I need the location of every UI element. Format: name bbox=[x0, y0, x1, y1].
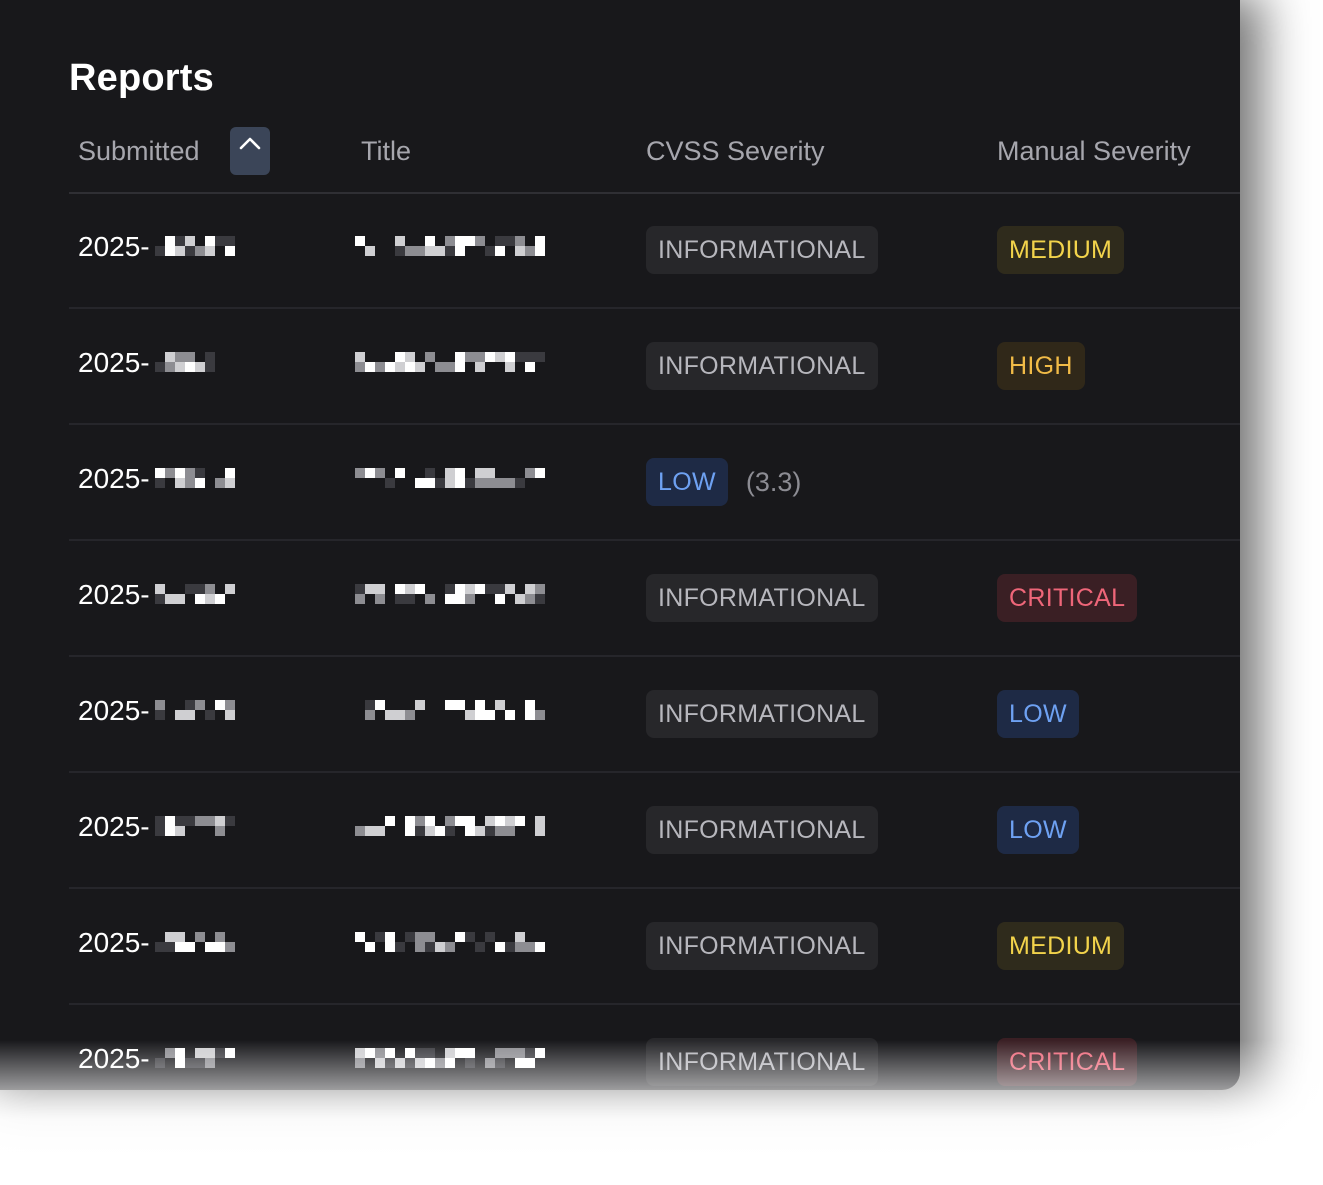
cvss-score: (3.3) bbox=[745, 466, 802, 497]
submitted-date: 2025- bbox=[78, 927, 150, 958]
cvss-severity-cell: INFORMATIONAL bbox=[646, 806, 878, 854]
cvss-severity-cell: INFORMATIONAL bbox=[646, 574, 878, 622]
cvss-severity-badge: INFORMATIONAL bbox=[646, 806, 878, 854]
manual-severity-badge: CRITICAL bbox=[997, 574, 1138, 622]
submitted-date: 2025- bbox=[78, 811, 150, 842]
cvss-severity-badge: INFORMATIONAL bbox=[646, 342, 878, 390]
table-row[interactable]: 2025- INFORMATIONAL LOW bbox=[69, 773, 1240, 889]
cvss-severity-cell: INFORMATIONAL bbox=[646, 1038, 878, 1086]
page-title: Reports bbox=[69, 57, 214, 99]
cvss-severity-badge: INFORMATIONAL bbox=[646, 226, 878, 274]
manual-severity-badge: LOW bbox=[997, 690, 1079, 738]
table-row[interactable]: 2025- INFORMATIONAL LOW bbox=[69, 657, 1240, 773]
manual-severity-badge: HIGH bbox=[997, 342, 1085, 390]
table-row[interactable]: 2025- INFORMATIONAL MEDIUM bbox=[69, 193, 1240, 309]
manual-severity-cell: LOW bbox=[997, 690, 1079, 738]
redacted-date-mosaic bbox=[155, 233, 259, 257]
sort-ascending-button[interactable] bbox=[230, 127, 270, 175]
submitted-date: 2025- bbox=[78, 579, 150, 610]
redacted-date-mosaic bbox=[155, 465, 259, 489]
submitted-date: 2025- bbox=[78, 347, 150, 378]
submitted-date: 2025- bbox=[78, 695, 150, 726]
redacted-date-mosaic bbox=[155, 1045, 259, 1069]
manual-severity-cell: CRITICAL bbox=[997, 1038, 1138, 1086]
manual-severity-badge: CRITICAL bbox=[997, 1038, 1138, 1086]
manual-severity-badge: MEDIUM bbox=[997, 226, 1125, 274]
reports-table-body: 2025- INFORMATIONAL MEDIUM 2025- INFORMATION… bbox=[69, 193, 1240, 1090]
redacted-title-mosaic[interactable] bbox=[355, 233, 555, 257]
cvss-severity-cell: INFORMATIONAL bbox=[646, 342, 878, 390]
table-row[interactable]: 2025- INFORMATIONAL MEDIUM bbox=[69, 889, 1240, 1005]
table-row[interactable]: 2025- INFORMATIONAL CRITICAL bbox=[69, 1005, 1240, 1090]
cvss-severity-cell: INFORMATIONAL bbox=[646, 226, 878, 274]
column-header-submitted[interactable]: Submitted bbox=[78, 136, 200, 166]
table-row[interactable]: 2025- INFORMATIONAL HIGH bbox=[69, 309, 1240, 425]
column-header-title[interactable]: Title bbox=[361, 136, 412, 166]
cvss-severity-cell: LOW (3.3) bbox=[646, 458, 801, 506]
cvss-severity-cell: INFORMATIONAL bbox=[646, 690, 878, 738]
manual-severity-cell: MEDIUM bbox=[997, 226, 1125, 274]
manual-severity-cell: CRITICAL bbox=[997, 574, 1138, 622]
cvss-severity-badge: LOW bbox=[646, 458, 728, 506]
redacted-title-mosaic[interactable] bbox=[355, 697, 555, 721]
redacted-date-mosaic bbox=[155, 581, 259, 605]
redacted-title-mosaic[interactable] bbox=[355, 465, 555, 489]
reports-panel: Reports Submitted Title CVSS Severity Ma… bbox=[0, 0, 1240, 1090]
table-header: Submitted Title CVSS Severity Manual Sev… bbox=[69, 122, 1240, 194]
cvss-severity-badge: INFORMATIONAL bbox=[646, 1038, 878, 1086]
redacted-title-mosaic[interactable] bbox=[355, 349, 555, 373]
manual-severity-cell: LOW bbox=[997, 806, 1079, 854]
cvss-severity-badge: INFORMATIONAL bbox=[646, 922, 878, 970]
cvss-severity-cell: INFORMATIONAL bbox=[646, 922, 878, 970]
submitted-date: 2025- bbox=[78, 1043, 150, 1074]
table-row[interactable]: 2025- INFORMATIONAL CRITICAL bbox=[69, 541, 1240, 657]
manual-severity-cell: MEDIUM bbox=[997, 922, 1125, 970]
submitted-date: 2025- bbox=[78, 463, 150, 494]
column-header-cvss-severity[interactable]: CVSS Severity bbox=[646, 136, 825, 166]
redacted-date-mosaic bbox=[155, 929, 259, 953]
table-row[interactable]: 2025- LOW (3.3) bbox=[69, 425, 1240, 541]
column-header-manual-severity[interactable]: Manual Severity bbox=[997, 136, 1191, 166]
cvss-severity-badge: INFORMATIONAL bbox=[646, 574, 878, 622]
redacted-date-mosaic bbox=[155, 349, 259, 373]
redacted-title-mosaic[interactable] bbox=[355, 929, 555, 953]
manual-severity-badge: LOW bbox=[997, 806, 1079, 854]
redacted-date-mosaic bbox=[155, 697, 259, 721]
chevron-up-icon bbox=[239, 137, 261, 150]
redacted-date-mosaic bbox=[155, 813, 259, 837]
manual-severity-badge: MEDIUM bbox=[997, 922, 1125, 970]
redacted-title-mosaic[interactable] bbox=[355, 581, 555, 605]
manual-severity-cell: HIGH bbox=[997, 342, 1085, 390]
submitted-date: 2025- bbox=[78, 231, 150, 262]
cvss-severity-badge: INFORMATIONAL bbox=[646, 690, 878, 738]
redacted-title-mosaic[interactable] bbox=[355, 813, 555, 837]
redacted-title-mosaic[interactable] bbox=[355, 1045, 555, 1069]
